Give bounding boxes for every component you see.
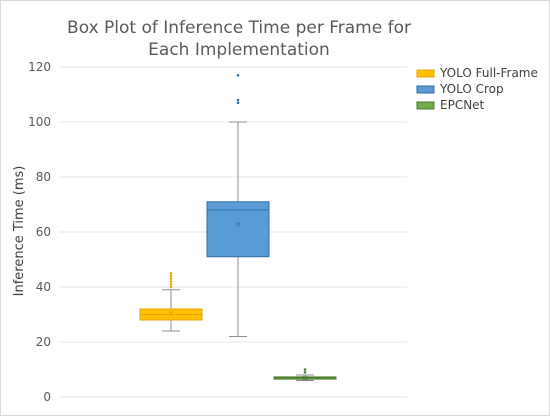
y-tick-label-60: 60 [36,225,51,239]
y-tick-label-40: 40 [36,280,51,294]
mean-marker-yolo-full-frame: × [167,309,175,319]
legend-label-epcnet: EPCNet [440,98,485,112]
box-yolo-full-frame: × [139,271,203,332]
outlier-yolo-full-frame-1 [169,282,173,286]
legend-swatch-epcnet [416,101,435,110]
legend-label-yolo-full-frame: YOLO Full-Frame [439,66,538,80]
box-epcnet: × [273,368,337,384]
outlier-yolo-full-frame-0 [169,285,173,289]
outlier-epcnet-0 [303,370,307,374]
box-yolo-crop: × [206,73,270,337]
outlier-yolo-full-frame-3 [169,277,173,281]
mean-marker-epcnet: × [301,374,309,384]
outlier-yolo-crop-2 [236,73,240,77]
y-tick-label-100: 100 [28,115,51,129]
legend-swatch-yolo-full-frame [416,69,435,78]
y-tick-label-120: 120 [28,60,51,74]
y-axis-label: Inference Time (ms) [12,166,27,297]
mean-marker-yolo-crop: × [234,220,242,230]
iqr-box-yolo-crop [206,201,270,258]
outlier-yolo-full-frame-5 [169,271,173,275]
chart-title-line-1: Box Plot of Inference Time per Frame for [67,18,411,38]
outlier-yolo-full-frame-4 [169,274,173,278]
y-tick-label-80: 80 [36,170,51,184]
legend-swatch-yolo-crop [416,85,435,94]
legend: YOLO Full-Frame YOLO Crop EPCNet [416,66,538,112]
outlier-yolo-full-frame-2 [169,280,173,283]
chart-title-line-2: Each Implementation [148,40,330,60]
legend-label-yolo-crop: YOLO Crop [439,82,504,96]
y-tick-label-20: 20 [36,335,51,349]
outlier-yolo-crop-0 [236,101,240,105]
outlier-epcnet-1 [303,368,307,371]
y-tick-label-0: 0 [43,390,51,404]
y-axis-ticks: 0 20 40 60 80 100 120 [28,60,51,404]
outlier-yolo-crop-1 [236,98,240,102]
box-plots: × × × [139,73,337,384]
